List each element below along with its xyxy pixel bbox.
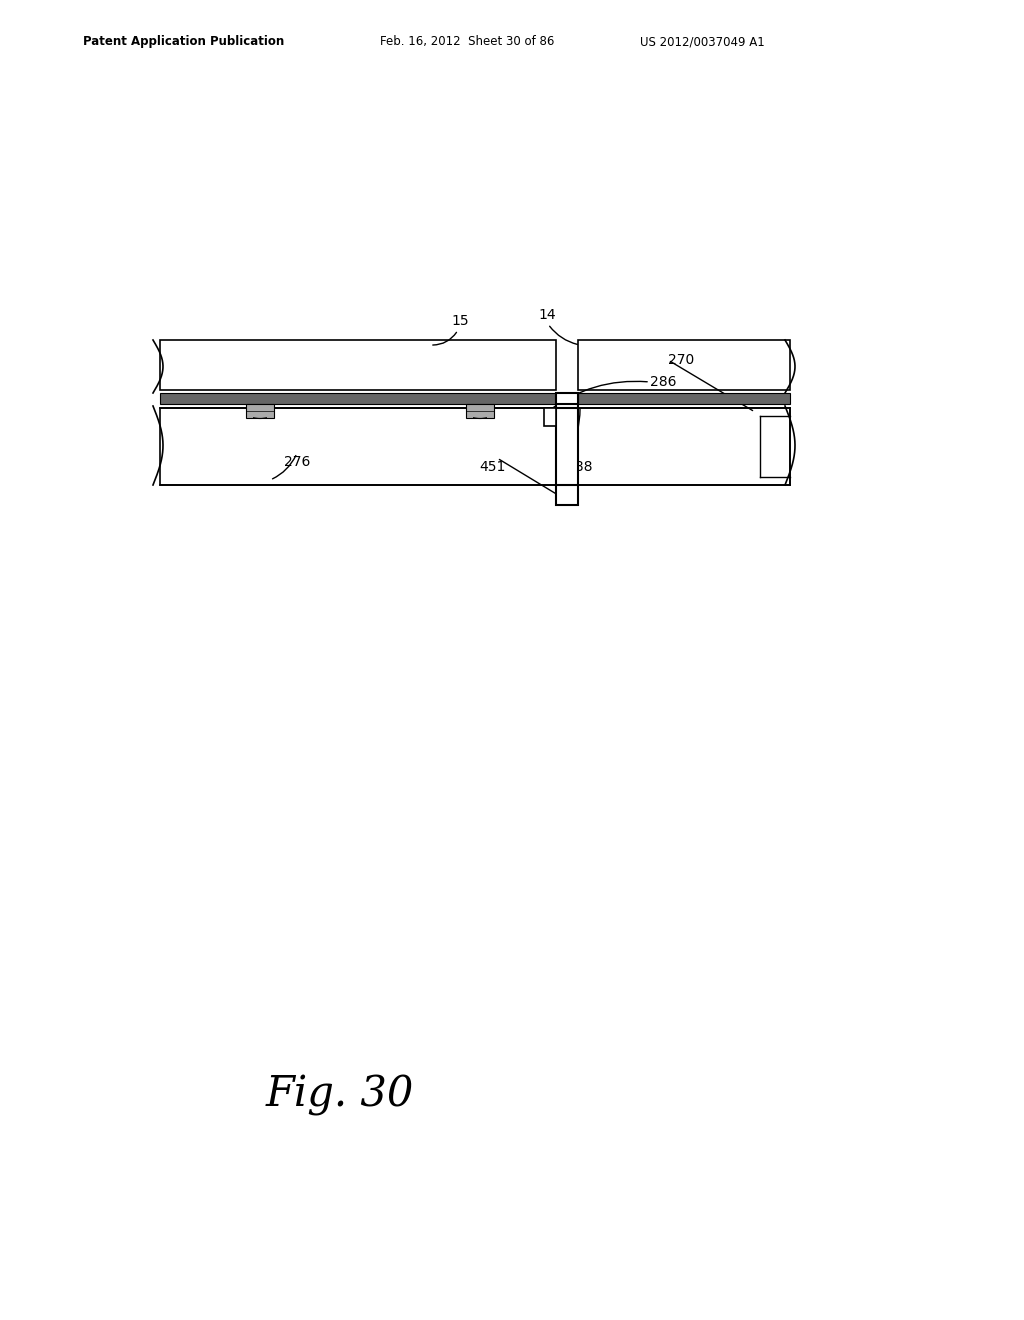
Bar	[578, 393, 790, 404]
Bar	[160, 393, 556, 404]
Bar	[160, 408, 556, 484]
Text: US 2012/0037049 A1: US 2012/0037049 A1	[640, 36, 765, 49]
Text: 451: 451	[479, 459, 505, 474]
Text: 276: 276	[284, 455, 310, 469]
Text: 15: 15	[452, 314, 469, 327]
Bar	[466, 404, 494, 418]
Text: 288: 288	[566, 459, 593, 474]
Bar	[246, 404, 274, 418]
Text: Patent Application Publication: Patent Application Publication	[83, 36, 285, 49]
Bar	[160, 341, 556, 389]
Text: 14: 14	[539, 308, 556, 322]
Text: Fig. 30: Fig. 30	[266, 1074, 414, 1115]
Bar	[578, 341, 790, 389]
Bar	[578, 408, 790, 484]
Text: Feb. 16, 2012  Sheet 30 of 86: Feb. 16, 2012 Sheet 30 of 86	[380, 36, 554, 49]
Text: 286: 286	[650, 375, 677, 389]
Text: 270: 270	[668, 352, 694, 367]
Bar	[544, 408, 556, 426]
Bar	[556, 393, 578, 506]
